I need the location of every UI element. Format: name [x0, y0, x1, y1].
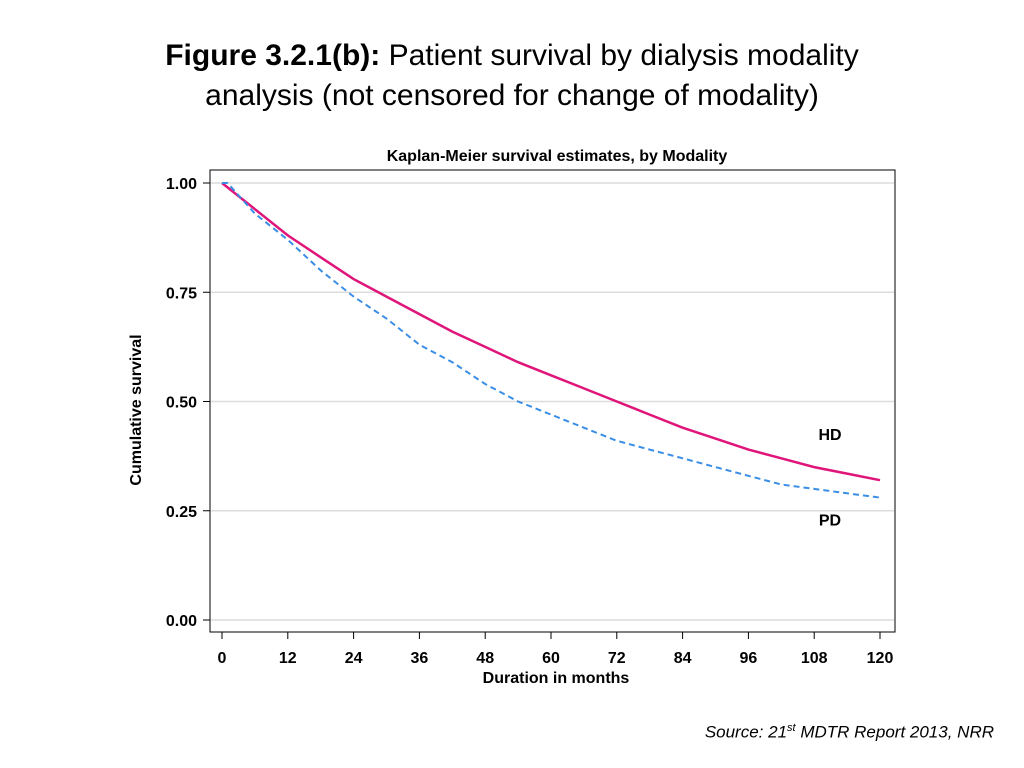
- x-tick-label: 36: [411, 650, 429, 667]
- series-line-pd: [222, 182, 881, 499]
- series-label-hd: HD: [818, 427, 841, 444]
- slide-title-line-1: Figure 3.2.1(b): Patient survival by dia…: [0, 36, 1024, 76]
- y-tick-label: 0.25: [166, 504, 197, 521]
- chart-title: Kaplan-Meier survival estimates, by Moda…: [387, 148, 728, 165]
- x-tick-label: 24: [345, 650, 363, 667]
- x-tick-label: 0: [218, 650, 227, 667]
- grid-lines: [211, 182, 894, 621]
- series-lines: HD PD: [221, 182, 881, 530]
- slide-title: Figure 3.2.1(b): Patient survival by dia…: [0, 36, 1024, 116]
- y-tick-label: 1.00: [166, 176, 197, 193]
- source-superscript: st: [787, 722, 796, 734]
- figure-label: Figure 3.2.1(b):: [165, 39, 381, 72]
- axes: 0.00 0.25 0.50 0.75 1.00 0 12 24 36 48 60 72 84 96 108…: [166, 176, 894, 667]
- x-tick-label: 96: [740, 650, 758, 667]
- slide-title-line-2: analysis (not censored for change of mod…: [205, 79, 819, 112]
- x-tick-label: 120: [867, 650, 894, 667]
- figure-title-text: Patient survival by dialysis modality: [380, 39, 859, 72]
- y-tick-label: 0.50: [166, 395, 197, 412]
- y-axis-label: Cumulative survival: [128, 334, 145, 485]
- x-tick-label: 108: [801, 650, 828, 667]
- series-line-hd: [221, 182, 881, 482]
- source-note: Source: 21st MDTR Report 2013, NRR: [705, 722, 994, 743]
- source-suffix: MDTR Report 2013, NRR: [795, 722, 994, 742]
- x-tick-label: 60: [542, 650, 560, 667]
- x-tick-label: 48: [476, 650, 494, 667]
- y-tick-label: 0.75: [166, 285, 197, 302]
- x-tick-label: 84: [674, 650, 692, 667]
- x-tick-label: 72: [608, 650, 626, 667]
- y-tick-label: 0.00: [166, 613, 197, 630]
- series-label-pd: PD: [819, 513, 841, 530]
- source-prefix: Source: 21: [704, 722, 788, 742]
- x-axis-label: Duration in months: [483, 670, 630, 687]
- x-tick-label: 12: [279, 650, 297, 667]
